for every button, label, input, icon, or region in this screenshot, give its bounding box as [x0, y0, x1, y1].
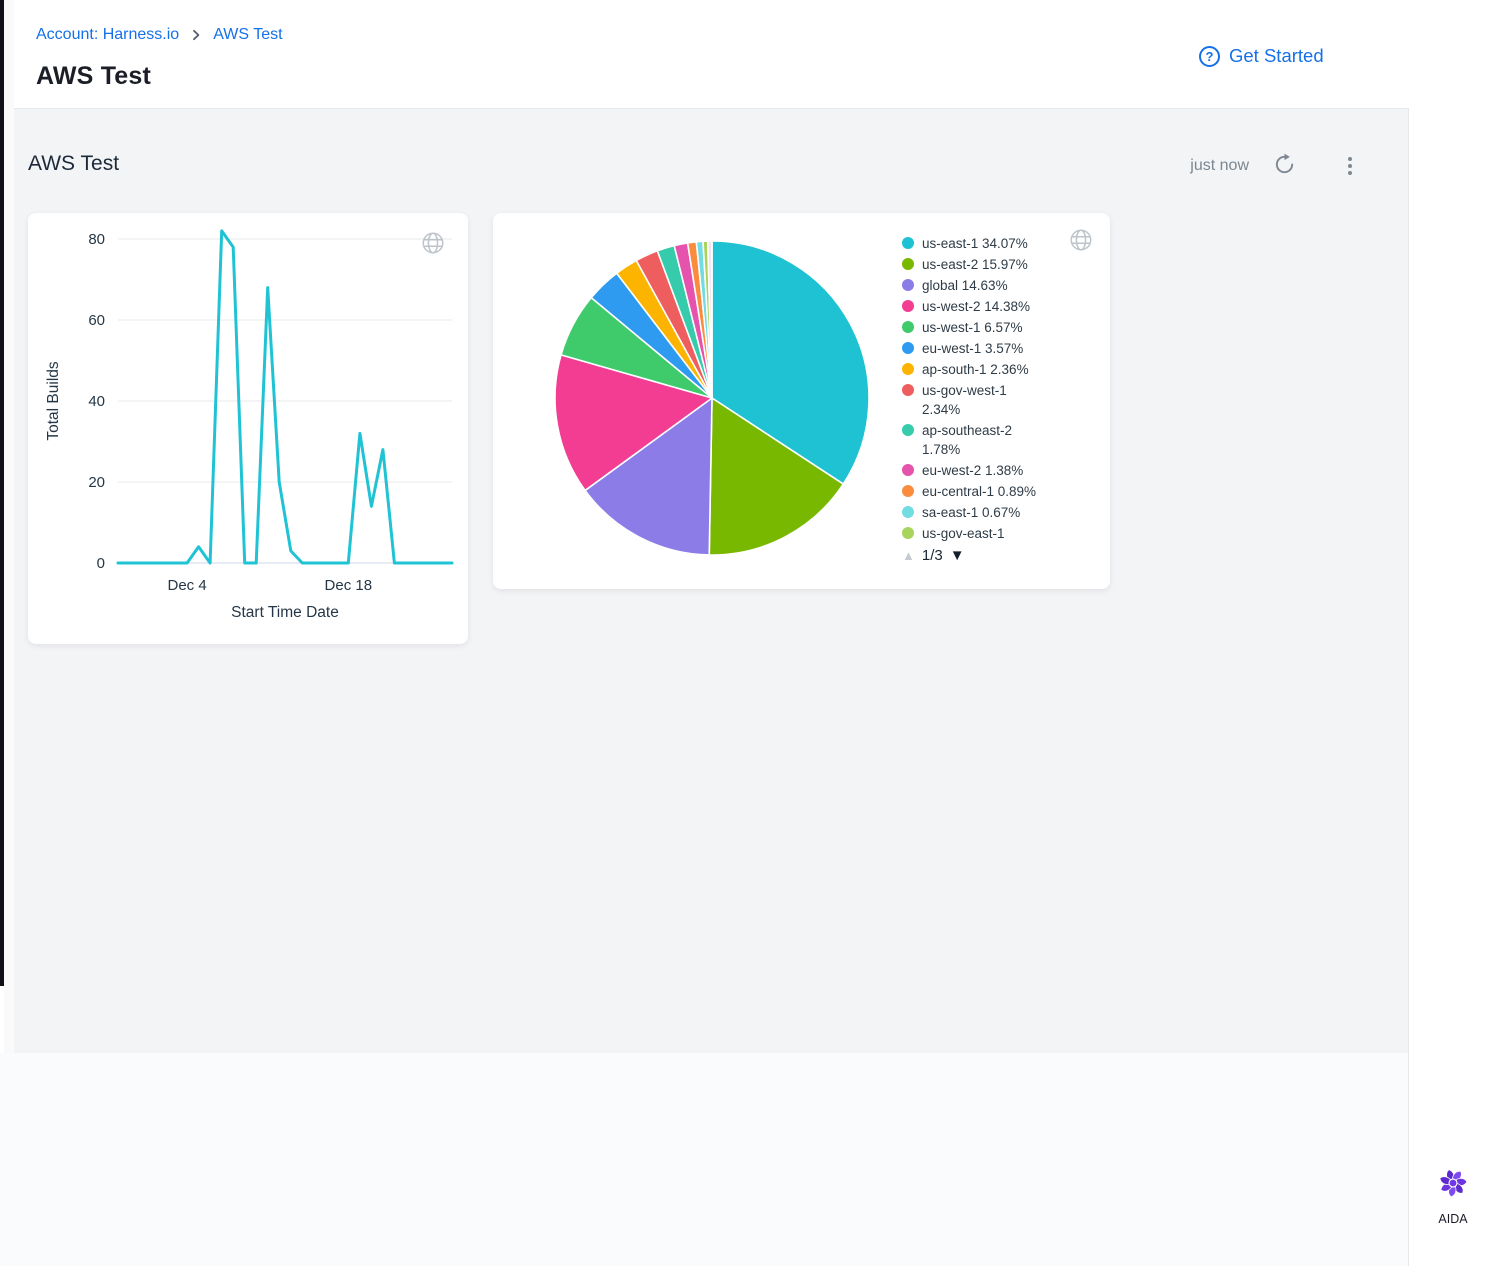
legend-item-us-west-1[interactable]: us-west-1 6.57%	[902, 318, 1100, 337]
legend-label: eu-central-1 0.89%	[922, 484, 1037, 499]
legend-dot	[902, 279, 914, 291]
legend-item-global[interactable]: global 14.63%	[902, 276, 1100, 295]
dashboard-title: AWS Test	[28, 152, 120, 175]
refresh-button[interactable]	[1273, 153, 1296, 179]
y-tick-label: 80	[88, 231, 105, 248]
top-header: Account: Harness.io AWS Test AWS Test	[14, 0, 1496, 108]
last-refreshed-label: just now	[1190, 157, 1249, 174]
aida-label: AIDA	[1438, 1212, 1468, 1226]
legend-page-up-icon[interactable]: ▲	[902, 548, 915, 563]
globe-icon	[420, 230, 446, 261]
pie-slice-other	[706, 240, 713, 399]
legend-dot	[902, 384, 914, 396]
aida-button[interactable]: AIDA	[1409, 1164, 1496, 1226]
legend-label: eu-west-1 3.57%	[922, 341, 1024, 356]
y-tick-label: 60	[88, 312, 105, 329]
aida-flower-icon	[1434, 1164, 1472, 1207]
legend-item-us-east-1[interactable]: us-east-1 34.07%	[902, 234, 1100, 253]
pie-chart-svg	[554, 240, 870, 556]
legend-item-ap-southeast-2[interactable]: ap-southeast-2 1.78%	[902, 421, 1100, 459]
breadcrumb-current[interactable]: AWS Test	[213, 26, 283, 43]
pie-slice-us-west-2	[554, 354, 713, 492]
y-axis-title: Total Builds	[45, 361, 62, 441]
y-tick-label: 20	[88, 474, 105, 491]
legend-dot	[902, 363, 914, 375]
legend-dot	[902, 485, 914, 497]
legend-label: us-east-1 34.07%	[922, 236, 1028, 251]
dashboard-controls: just now	[1190, 153, 1360, 179]
chevron-right-icon	[190, 29, 202, 41]
legend-label: global 14.63%	[922, 278, 1008, 293]
legend-item-us-gov-west-1[interactable]: us-gov-west-1 2.34%	[902, 381, 1100, 419]
breadcrumb: Account: Harness.io AWS Test	[36, 26, 283, 44]
y-tick-label: 0	[97, 555, 105, 572]
line-chart-svg: 0 20 40 60 80 Dec 4 Dec 18 Start Time Date Total…	[45, 229, 454, 621]
legend-label: ap-southeast-2 1.78%	[922, 423, 1013, 457]
right-rail: AIDA	[1408, 108, 1496, 1266]
kebab-icon-dot	[1348, 171, 1352, 175]
kebab-icon-dot	[1348, 164, 1352, 168]
refresh-icon	[1273, 153, 1296, 179]
legend-item-us-gov-east-1[interactable]: us-gov-east-10.48%	[902, 524, 1100, 546]
legend-dot	[902, 506, 914, 518]
dashboard-menu-button[interactable]	[1320, 155, 1360, 177]
dashboard-panel: AWS Test just now 0 20 40 60 80 Dec 4	[14, 108, 1408, 1053]
total-builds-chart-card: 0 20 40 60 80 Dec 4 Dec 18 Start Time Date Total…	[28, 213, 468, 644]
legend-dot	[902, 258, 914, 270]
legend-label: us-west-1 6.57%	[922, 320, 1023, 335]
legend-item-us-west-2[interactable]: us-west-2 14.38%	[902, 297, 1100, 316]
x-axis-title: Start Time Date	[231, 604, 339, 621]
region-distribution-chart-card: us-east-1 34.07% us-east-2 15.97% global 1…	[493, 213, 1110, 589]
x-tick-label: Dec 18	[325, 577, 373, 594]
legend-item-eu-west-1[interactable]: eu-west-1 3.57%	[902, 339, 1100, 358]
bottom-area	[0, 1053, 1408, 1266]
question-circle-icon: ?	[1199, 45, 1220, 67]
legend-label: us-east-2 15.97%	[922, 257, 1028, 272]
get-started-link[interactable]: ? Get Started	[1199, 45, 1324, 67]
legend-label: ap-south-1 2.36%	[922, 362, 1029, 377]
legend-dot	[902, 300, 914, 312]
globe-icon	[1068, 227, 1094, 258]
legend-item-sa-east-1[interactable]: sa-east-1 0.67%	[902, 503, 1100, 522]
legend-dot	[902, 237, 914, 249]
page-title: AWS Test	[36, 62, 152, 90]
legend-label: us-gov-east-10.48%	[922, 526, 1005, 546]
kebab-icon-dot	[1348, 157, 1352, 161]
legend-dot	[902, 342, 914, 354]
legend-label: sa-east-1 0.67%	[922, 505, 1021, 520]
total-builds-series	[116, 229, 454, 565]
legend-item-eu-central-1[interactable]: eu-central-1 0.89%	[902, 482, 1100, 501]
legend-label: us-gov-west-1 2.34%	[922, 383, 1007, 417]
pie-slice-us-east-2	[708, 397, 845, 556]
legend-pagination: ▲ 1/3 ▼	[902, 547, 965, 564]
left-gutter	[4, 0, 14, 1053]
y-tick-label: 40	[88, 393, 105, 410]
legend-label: eu-west-2 1.38%	[922, 463, 1024, 478]
legend-dot	[902, 527, 914, 539]
x-tick-label: Dec 4	[168, 577, 207, 594]
legend-item-ap-south-1[interactable]: ap-south-1 2.36%	[902, 360, 1100, 379]
breadcrumb-account-link[interactable]: Account: Harness.io	[36, 26, 180, 43]
collapsed-nav-strip	[0, 0, 4, 986]
legend-item-eu-west-2[interactable]: eu-west-2 1.38%	[902, 461, 1100, 480]
get-started-label: Get Started	[1229, 45, 1324, 66]
legend-page-indicator: 1/3	[921, 547, 943, 564]
legend-dot	[902, 424, 914, 436]
legend-dot	[902, 464, 914, 476]
legend-page-down-icon[interactable]: ▼	[949, 547, 965, 564]
legend-dot	[902, 321, 914, 333]
pie-legend: us-east-1 34.07% us-east-2 15.97% global 1…	[902, 234, 1100, 546]
legend-item-us-east-2[interactable]: us-east-2 15.97%	[902, 255, 1100, 274]
legend-label: us-west-2 14.38%	[922, 299, 1031, 314]
pie-slice-global	[584, 397, 713, 556]
